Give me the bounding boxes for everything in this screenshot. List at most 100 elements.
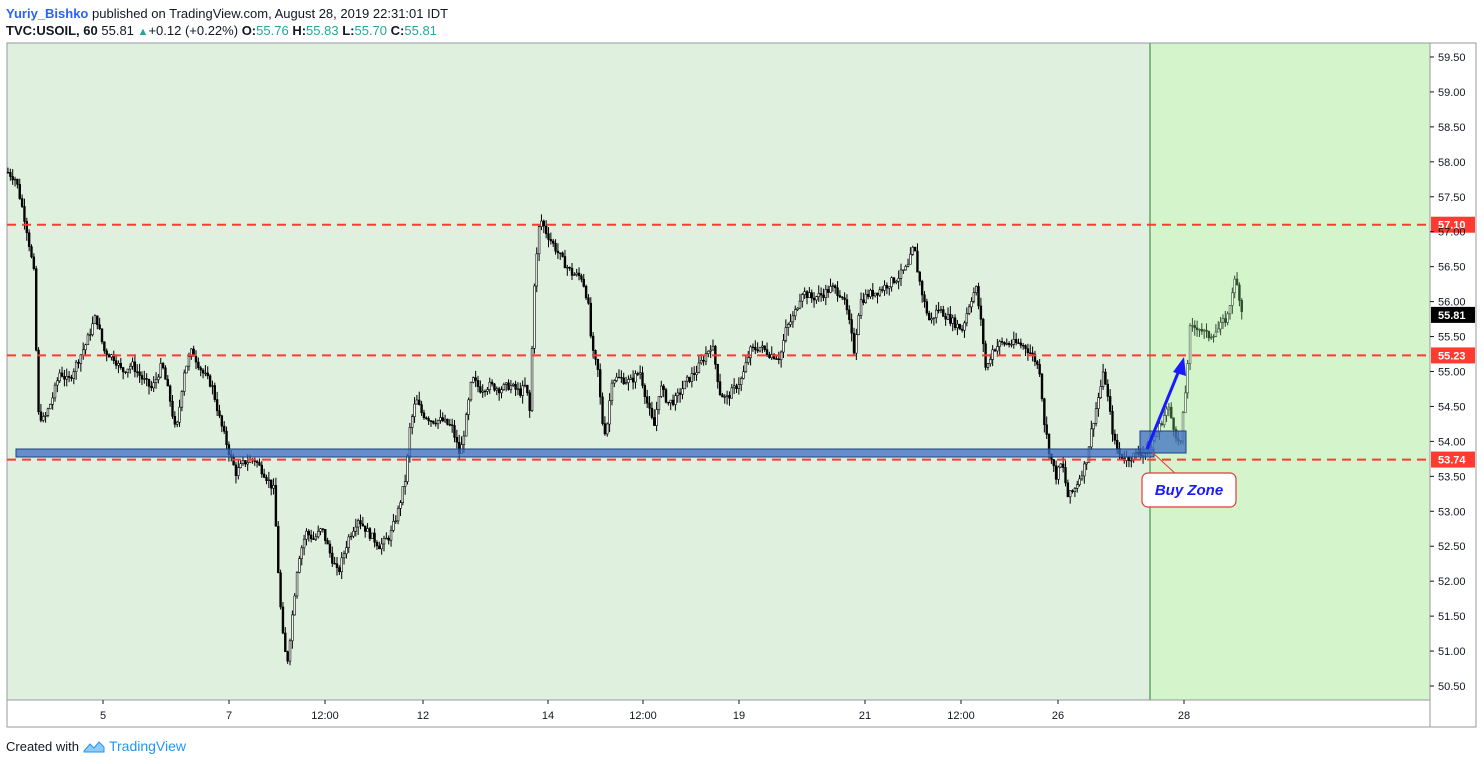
candle-body bbox=[704, 353, 708, 362]
candle-body bbox=[1097, 397, 1100, 410]
candle-body bbox=[185, 365, 188, 374]
candle-body bbox=[636, 373, 640, 375]
candle-body bbox=[180, 391, 184, 408]
candle-body bbox=[678, 392, 682, 395]
candle-body bbox=[258, 462, 261, 466]
candle-body bbox=[281, 606, 285, 634]
candle-body bbox=[401, 486, 404, 503]
candle-body bbox=[944, 316, 947, 320]
candle-body bbox=[676, 392, 679, 397]
candle-body bbox=[613, 380, 616, 384]
candle-body bbox=[728, 395, 731, 399]
history-background bbox=[7, 43, 1150, 700]
candle-body bbox=[972, 292, 976, 302]
candle-body bbox=[1226, 313, 1229, 323]
candle-body bbox=[1186, 363, 1189, 394]
candle-body bbox=[347, 536, 350, 548]
candle-body bbox=[1007, 343, 1011, 345]
time-tick-label: 12 bbox=[417, 710, 429, 722]
candle-body bbox=[622, 377, 625, 385]
support-zone-rect[interactable] bbox=[15, 448, 1155, 458]
candle-body bbox=[262, 473, 266, 478]
buy-zone-callout[interactable] bbox=[1141, 472, 1237, 508]
candle-body bbox=[544, 225, 548, 235]
time-tick-label: 5 bbox=[100, 710, 106, 722]
author-link[interactable]: Yuriy_Bishko bbox=[6, 6, 89, 21]
candle-body bbox=[606, 423, 609, 435]
candle-body bbox=[601, 396, 604, 424]
candle-body bbox=[1193, 325, 1196, 329]
candle-body bbox=[949, 314, 952, 324]
price-tick-label: 54.50 bbox=[1438, 401, 1466, 413]
candle-body bbox=[643, 385, 647, 398]
candle-body bbox=[288, 640, 292, 662]
price-tick-label: 51.00 bbox=[1438, 646, 1466, 658]
close-label: C: bbox=[390, 23, 405, 38]
candle-body bbox=[382, 537, 386, 545]
candle-body bbox=[194, 356, 198, 363]
candle-body bbox=[869, 289, 872, 297]
candle-body bbox=[481, 390, 484, 393]
candle-body bbox=[425, 417, 428, 419]
candle-body bbox=[27, 232, 31, 247]
candle-body bbox=[615, 376, 618, 381]
candle-body bbox=[434, 422, 437, 425]
candle-body bbox=[93, 315, 97, 325]
candle-body bbox=[707, 350, 710, 355]
candle-body bbox=[342, 553, 346, 559]
candle-body bbox=[331, 552, 334, 564]
level-price-label: 53.74 bbox=[1438, 455, 1466, 467]
candle-body bbox=[871, 289, 875, 297]
candle-body bbox=[812, 297, 816, 301]
candle-body bbox=[935, 309, 938, 319]
candle-body bbox=[775, 358, 778, 360]
candle-body bbox=[956, 323, 959, 328]
candle-body bbox=[810, 292, 813, 299]
candle-body bbox=[786, 324, 790, 328]
candle-body bbox=[857, 315, 860, 335]
candle-body bbox=[410, 416, 414, 428]
level-price-tag bbox=[1431, 451, 1475, 468]
buy-zone-rect[interactable] bbox=[1139, 430, 1187, 454]
candle-body bbox=[197, 361, 200, 369]
candle-body bbox=[223, 425, 226, 432]
candle-body bbox=[695, 372, 698, 375]
price-tick-label: 56.00 bbox=[1438, 297, 1466, 309]
candle-body bbox=[892, 277, 896, 283]
candle-body bbox=[685, 376, 689, 382]
candle-body bbox=[455, 437, 459, 443]
high-label: H: bbox=[292, 23, 307, 38]
buy-arrow-line[interactable] bbox=[1145, 367, 1182, 450]
price-tick-label: 58.50 bbox=[1438, 122, 1466, 134]
candle-body bbox=[692, 373, 696, 375]
candle-body bbox=[25, 221, 28, 234]
candle-body bbox=[516, 388, 520, 390]
candle-body bbox=[220, 415, 224, 427]
candle-body bbox=[1033, 353, 1037, 362]
candle-body bbox=[335, 563, 339, 568]
candle-body bbox=[819, 293, 823, 296]
candle-body bbox=[84, 344, 87, 351]
tradingview-brand[interactable]: TradingView bbox=[108, 738, 187, 754]
candle-body bbox=[927, 312, 931, 321]
candle-body bbox=[859, 299, 863, 316]
candle-body bbox=[852, 332, 856, 354]
candle-body bbox=[930, 318, 933, 321]
candle-body bbox=[164, 367, 167, 380]
candle-body bbox=[136, 371, 139, 373]
candle-body bbox=[1012, 339, 1016, 345]
price-axis[interactable]: 59.50 59.00 58.50 58.00 57.50 57.00 56.50 56.00… bbox=[1430, 52, 1466, 693]
time-axis[interactable]: 5 7 12:00 12 14 12:00 19 21 12:00 26 28 bbox=[100, 700, 1190, 722]
candle-body bbox=[67, 376, 71, 378]
candle-body bbox=[201, 369, 205, 374]
candle-body bbox=[295, 572, 299, 597]
candle-body bbox=[937, 309, 940, 312]
candle-body bbox=[1191, 325, 1194, 327]
buy-zone-label: Buy Zone bbox=[1155, 482, 1223, 499]
candle-body bbox=[302, 538, 306, 549]
symbol-name[interactable]: TVC:USOIL, 60 bbox=[6, 23, 98, 38]
candle-body bbox=[916, 250, 919, 273]
candle-body bbox=[965, 313, 969, 324]
candle-body bbox=[784, 327, 788, 341]
